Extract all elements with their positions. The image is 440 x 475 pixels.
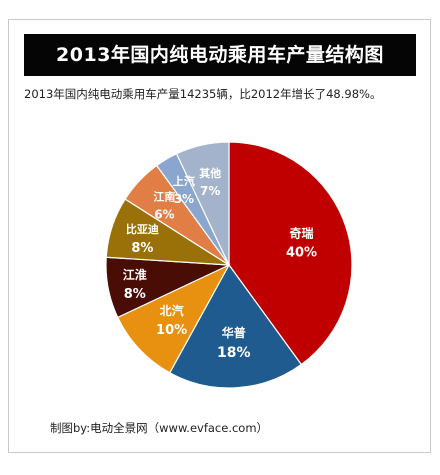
pie-slices xyxy=(105,141,353,389)
slice-value-label: 8% xyxy=(124,287,146,302)
chart-subtitle: 2013年国内纯电动乘用车产量14235辆，比2012年增长了48.98%。 xyxy=(24,87,382,101)
slice-name-label: 比亚迪 xyxy=(126,222,159,236)
slice-name-label: 奇瑞 xyxy=(289,225,313,240)
slice-name-label: 江南 xyxy=(153,189,175,203)
chart-title: 2013年国内纯电动乘用车产量结构图 xyxy=(24,34,416,76)
slice-value-label: 7% xyxy=(200,184,220,198)
pie-slice-0 xyxy=(228,141,353,366)
pie-labels: 奇瑞 40% 华普 18% 北汽 10% 江淮 8% 比亚迪 8% 江南 6% 上汽 3% 其他 7% xyxy=(123,166,317,361)
slice-name-label: 其他 xyxy=(199,166,221,180)
slice-value-label: 10% xyxy=(156,323,187,338)
slice-value-label: 40% xyxy=(286,245,317,260)
pie-slice-2 xyxy=(116,263,231,374)
slice-value-label: 6% xyxy=(154,207,174,221)
slice-name-label: 华普 xyxy=(222,325,246,340)
pie-slice-1 xyxy=(168,263,303,389)
slice-name-label: 江淮 xyxy=(123,267,147,282)
slice-name-label: 北汽 xyxy=(160,303,184,318)
slice-value-label: 8% xyxy=(131,241,153,256)
slice-value-label: 3% xyxy=(174,192,194,206)
pie-slice-7 xyxy=(175,141,230,266)
source-credit: 制图by:电动全景网（www.evface.com） xyxy=(50,421,269,435)
slice-name-label: 上汽 xyxy=(173,174,195,188)
slice-value-label: 18% xyxy=(217,345,251,361)
